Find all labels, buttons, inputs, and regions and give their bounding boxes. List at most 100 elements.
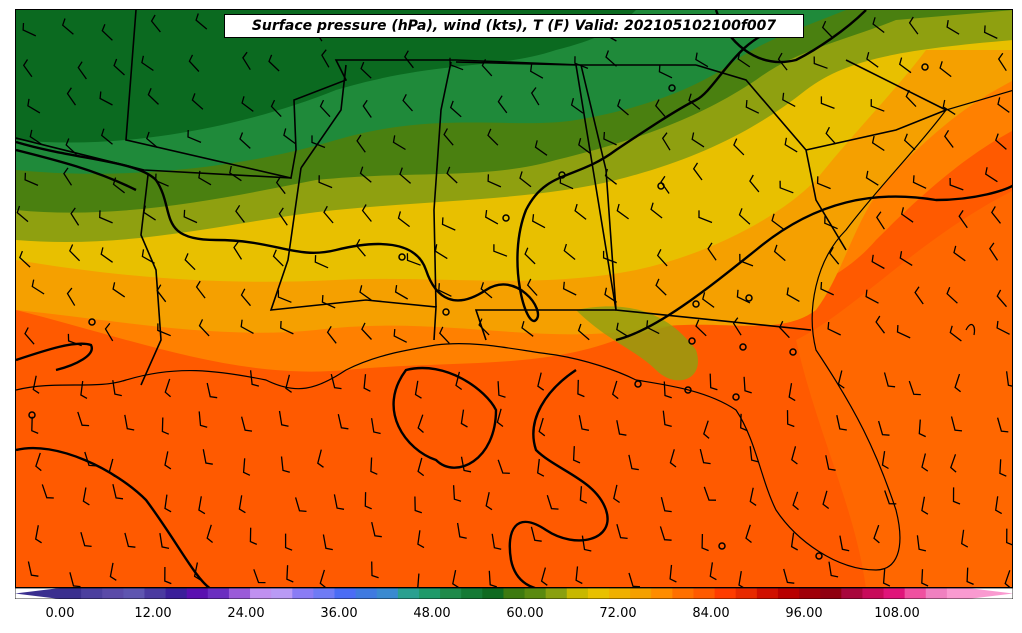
wind-barb bbox=[249, 370, 260, 387]
wind-barb bbox=[399, 167, 412, 184]
wind-barb bbox=[896, 325, 911, 339]
wind-barb bbox=[865, 289, 879, 304]
georgia-cool-pocket bbox=[576, 306, 698, 381]
wind-barb bbox=[164, 494, 172, 513]
wind-barb bbox=[359, 166, 372, 183]
wind-barb bbox=[242, 458, 251, 476]
wind-barb bbox=[825, 126, 836, 145]
wind-barb bbox=[570, 98, 584, 114]
wind-barb bbox=[238, 495, 246, 514]
wind-barb bbox=[946, 286, 958, 304]
wind-barb bbox=[63, 167, 73, 186]
colorbar-cell bbox=[102, 588, 124, 599]
wind-barb bbox=[876, 211, 885, 230]
wind-barb bbox=[577, 379, 585, 398]
wind-barb bbox=[242, 51, 251, 71]
wind-barb bbox=[311, 135, 326, 149]
wind-barb bbox=[784, 137, 798, 153]
wind-barb bbox=[183, 209, 198, 224]
wind-barb bbox=[996, 417, 1009, 433]
wind-barb bbox=[414, 380, 422, 399]
colorbar-cell bbox=[440, 588, 462, 599]
wind-barb bbox=[141, 249, 155, 264]
wind-barb bbox=[188, 54, 200, 72]
colorbar-cell bbox=[313, 588, 336, 599]
wind-barb bbox=[997, 97, 1010, 113]
wind-barb bbox=[284, 533, 293, 551]
wind-barb bbox=[109, 562, 117, 581]
wind-barb bbox=[534, 140, 548, 156]
wind-barb bbox=[202, 449, 213, 465]
wind-barb bbox=[903, 133, 916, 151]
wind-barb bbox=[791, 446, 798, 465]
wind-barb bbox=[77, 61, 87, 80]
wind-barb bbox=[285, 374, 292, 393]
wind-barb bbox=[497, 381, 506, 398]
wind-barb bbox=[966, 567, 974, 585]
wind-barb bbox=[574, 56, 589, 70]
wind-barb bbox=[337, 414, 349, 430]
wind-barb bbox=[321, 295, 336, 309]
wind-barb bbox=[198, 319, 210, 337]
wind-barb bbox=[322, 534, 333, 551]
wind-barb bbox=[84, 451, 97, 467]
wind-barb bbox=[69, 244, 81, 262]
wind-barb bbox=[481, 59, 493, 77]
wind-barb bbox=[233, 241, 243, 260]
colorbar-cell bbox=[799, 588, 821, 599]
wind-barb bbox=[198, 496, 206, 515]
wind-barb bbox=[438, 283, 452, 297]
wind-barb bbox=[616, 420, 627, 436]
wind-barb bbox=[491, 533, 502, 550]
wind-barb bbox=[540, 567, 548, 586]
colorbar-cell bbox=[777, 588, 800, 599]
wind-barb bbox=[124, 414, 135, 431]
wind-barb bbox=[698, 210, 713, 224]
wind-barb bbox=[532, 214, 546, 229]
wind-barb bbox=[873, 524, 880, 544]
wind-barb bbox=[488, 570, 497, 587]
wind-barb bbox=[361, 322, 372, 340]
wind-barb bbox=[1005, 371, 1012, 387]
wind-barb bbox=[575, 566, 583, 585]
wind-barb bbox=[813, 56, 828, 69]
colorbar-cell bbox=[904, 588, 927, 599]
coastlines bbox=[16, 89, 1012, 571]
wind-barb bbox=[371, 561, 379, 579]
wind-barb bbox=[487, 128, 499, 146]
colorbar-extend-left bbox=[15, 588, 60, 599]
wind-barb bbox=[771, 213, 784, 230]
wind-barb bbox=[611, 380, 619, 400]
wind-barb bbox=[439, 326, 450, 344]
wind-barb bbox=[283, 128, 296, 145]
wind-barb bbox=[360, 61, 372, 79]
wind-barb bbox=[563, 243, 576, 261]
wind-barb bbox=[949, 325, 962, 342]
wind-barb bbox=[736, 289, 751, 304]
wind-barb bbox=[521, 321, 534, 337]
colorbar-tick-label: 108.00 bbox=[874, 606, 920, 621]
colorbar-cell bbox=[228, 588, 251, 599]
wind-barb bbox=[954, 373, 962, 393]
wind-barb bbox=[480, 282, 493, 299]
wind-barb bbox=[944, 129, 954, 148]
wind-barb bbox=[613, 484, 620, 504]
wind-barb bbox=[866, 52, 879, 68]
wind-barb bbox=[953, 245, 966, 262]
wind-barb bbox=[32, 375, 40, 394]
wind-barb bbox=[572, 446, 581, 464]
wind-barb bbox=[164, 378, 172, 398]
wind-barb bbox=[703, 486, 717, 501]
wind-barb bbox=[478, 318, 490, 336]
wind-barb bbox=[530, 526, 542, 542]
wind-barb bbox=[786, 410, 795, 428]
colorbar-cell bbox=[186, 588, 209, 599]
wind-barb bbox=[82, 487, 90, 506]
wind-barb bbox=[99, 210, 113, 224]
wind-barb bbox=[691, 132, 705, 148]
colorbar-tick-label: 12.00 bbox=[134, 606, 172, 621]
colorbar-cell bbox=[461, 588, 483, 599]
wind-barb bbox=[790, 532, 799, 551]
wind-barb bbox=[240, 416, 253, 432]
wind-barb bbox=[326, 325, 337, 344]
